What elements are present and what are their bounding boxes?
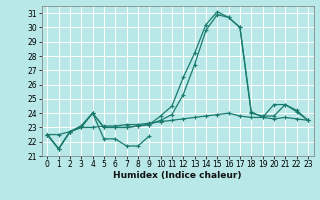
X-axis label: Humidex (Indice chaleur): Humidex (Indice chaleur) (113, 171, 242, 180)
